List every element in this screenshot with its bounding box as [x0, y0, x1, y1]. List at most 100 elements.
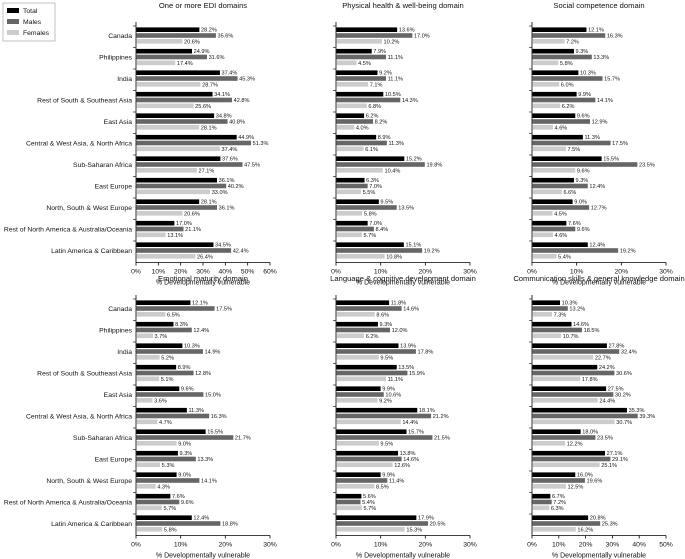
legend-swatch-females: [7, 30, 19, 35]
bar-total: [136, 70, 220, 75]
bar-value-label: 25.3%: [602, 522, 618, 528]
bar-males: [136, 499, 180, 505]
x-tick-label: 50%: [241, 269, 255, 276]
bar-value-label: 4.5%: [554, 211, 567, 217]
bar-value-label: 11.1%: [388, 55, 403, 61]
bar-total: [532, 113, 576, 118]
bar-value-label: 17.0%: [176, 221, 192, 227]
bar-males: [532, 435, 596, 440]
bar-males: [336, 183, 368, 189]
bar-value-label: 7.0%: [369, 221, 382, 227]
category-label: Philippines: [99, 54, 132, 61]
x-tick-label: 20%: [174, 269, 188, 276]
bar-value-label: 8.5%: [376, 484, 389, 490]
bar-value-label: 11.1%: [388, 377, 403, 383]
bar-females: [532, 398, 598, 403]
bar-females: [336, 103, 367, 109]
bar-value-label: 7.5%: [568, 147, 581, 153]
bar-value-label: 13.1%: [167, 233, 183, 239]
bar-value-label: 20.5%: [430, 522, 446, 528]
bar-value-label: 5.4%: [362, 500, 375, 506]
bar-value-label: 23.5%: [639, 163, 655, 169]
bar-value-label: 9.0%: [178, 441, 191, 447]
bar-value-label: 14.1%: [201, 479, 217, 485]
bar-females: [136, 505, 162, 511]
bar-value-label: 8.4%: [376, 227, 389, 233]
bar-total: [336, 493, 362, 499]
bar-total: [336, 199, 379, 204]
x-axis-label: % Developmentally vulnerable: [552, 280, 646, 287]
bar-females: [136, 527, 163, 532]
bar-females: [532, 376, 581, 382]
x-tick-label: 40%: [632, 542, 646, 549]
category-label: East Asia: [104, 392, 133, 399]
bar-value-label: 7.0%: [369, 184, 382, 190]
x-tick-label: 0%: [131, 269, 141, 276]
bar-value-label: 4.7%: [159, 420, 172, 426]
bar-males: [532, 306, 568, 311]
bar-males: [532, 205, 590, 210]
bar-value-label: 18.8%: [222, 522, 238, 528]
bar-total: [336, 177, 365, 183]
bar-total: [336, 134, 377, 140]
bar-males: [532, 33, 606, 38]
x-tick-label: 20%: [219, 542, 233, 549]
category-label: Sub-Saharan Africa: [73, 162, 132, 169]
bar-value-label: 6.2%: [562, 104, 575, 110]
bar-females: [136, 125, 200, 130]
bar-total: [336, 113, 365, 118]
bar-value-label: 36.1%: [219, 206, 235, 212]
bar-females: [136, 355, 160, 360]
bar-value-label: 27.5%: [608, 387, 624, 393]
bar-females: [532, 333, 562, 339]
x-axis-label: % Developmentally vulnerable: [356, 280, 450, 287]
bar-females: [136, 254, 196, 259]
bar-females: [336, 376, 386, 382]
bar-value-label: 35.6%: [218, 34, 234, 40]
bar-total: [532, 156, 602, 161]
category-label: Latin America & Caribbean: [51, 521, 132, 528]
category-label: Rest of North America & Australia/Oceani…: [4, 226, 132, 233]
bar-value-label: 9.3%: [576, 49, 589, 55]
legend-label: Females: [23, 30, 50, 37]
bar-value-label: 17.5%: [216, 307, 232, 313]
category-label: Canada: [108, 306, 132, 313]
bar-males: [136, 183, 227, 189]
x-tick-label: 30%: [463, 542, 477, 549]
bar-females: [136, 211, 183, 216]
bar-value-label: 12.0%: [392, 328, 408, 334]
bar-value-label: 19.8%: [426, 163, 442, 169]
bar-value-label: 28.7%: [202, 82, 218, 88]
bar-value-label: 30.7%: [616, 420, 632, 426]
bar-value-label: 5.8%: [560, 61, 573, 67]
bar-value-label: 12.7%: [591, 206, 607, 212]
bar-value-label: 15.3%: [406, 527, 422, 533]
bar-males: [136, 119, 228, 124]
bar-value-label: 42.8%: [234, 98, 250, 104]
bar-value-label: 6.6%: [563, 190, 576, 196]
bar-value-label: 19.2%: [424, 249, 440, 255]
bar-total: [532, 515, 589, 520]
bar-females: [532, 441, 566, 446]
bar-value-label: 30.6%: [616, 371, 632, 377]
bar-value-label: 7.3%: [554, 312, 567, 318]
bar-total: [136, 113, 215, 118]
x-tick-label: 30%: [196, 269, 210, 276]
bar-value-label: 31.6%: [209, 55, 225, 61]
bar-value-label: 7.1%: [370, 82, 383, 88]
x-tick-label: 30%: [659, 269, 673, 276]
bar-total: [532, 91, 577, 97]
bar-value-label: 19.6%: [587, 479, 603, 485]
bar-males: [136, 140, 251, 146]
bar-females: [532, 211, 553, 216]
bar-value-label: 12.1%: [588, 28, 604, 34]
x-tick-label: 50%: [659, 542, 673, 549]
bar-value-label: 15.7%: [604, 77, 620, 83]
x-tick-label: 0%: [527, 542, 537, 549]
bar-total: [532, 134, 583, 140]
bar-value-label: 36.1%: [219, 178, 235, 184]
panel-title: Communication skills & general knowledge…: [513, 274, 684, 283]
bar-value-label: 45.3%: [239, 77, 255, 83]
x-tick-label: 20%: [615, 269, 629, 276]
bar-females: [136, 462, 161, 468]
